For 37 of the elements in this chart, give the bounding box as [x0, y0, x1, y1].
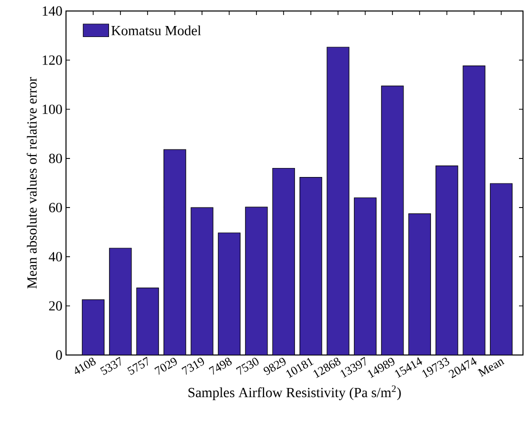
x-tick-label: 7498: [208, 358, 232, 375]
x-tick-label: Mean: [478, 359, 505, 377]
bar: [408, 214, 431, 355]
bar: [300, 177, 322, 355]
bar: [490, 183, 513, 355]
bar: [82, 300, 104, 355]
bar: [245, 207, 268, 355]
y-tick-label: 80: [49, 154, 62, 164]
bar: [436, 166, 458, 355]
y-tick-label: 120: [42, 55, 62, 65]
bar: [218, 232, 240, 355]
x-tick-label: 7029: [154, 358, 177, 375]
y-tick-label: 20: [49, 301, 62, 311]
legend-label: Komatsu Model: [111, 25, 201, 36]
y-axis-title: Mean absolute values of relative error: [26, 77, 37, 289]
bar: [327, 47, 350, 355]
bar: [136, 288, 159, 355]
x-tick-label: 10181: [286, 358, 314, 378]
x-tick-label: 9829: [264, 358, 286, 376]
x-tick-label: 7319: [182, 358, 204, 375]
x-axis-title: Samples Airflow Resistivity (Pa s/m$^{2}$): [188, 385, 401, 400]
bar: [272, 168, 295, 355]
bar: [354, 198, 376, 355]
bar: [164, 150, 186, 355]
bar: [191, 208, 214, 355]
y-tick-label: 100: [42, 104, 62, 114]
x-tick-label: 5757: [127, 356, 148, 375]
x-tick-label: 7530: [236, 358, 259, 375]
y-tick-label: 0: [56, 350, 62, 360]
bar: [463, 66, 486, 355]
bar: [109, 248, 132, 355]
x-tick-label: 5337: [100, 356, 121, 375]
y-tick-label: 60: [49, 202, 62, 212]
x-tick-label: 4108: [74, 358, 96, 374]
y-tick-label: 140: [42, 6, 62, 16]
bar: [381, 86, 404, 355]
y-tick-label: 40: [48, 252, 62, 262]
